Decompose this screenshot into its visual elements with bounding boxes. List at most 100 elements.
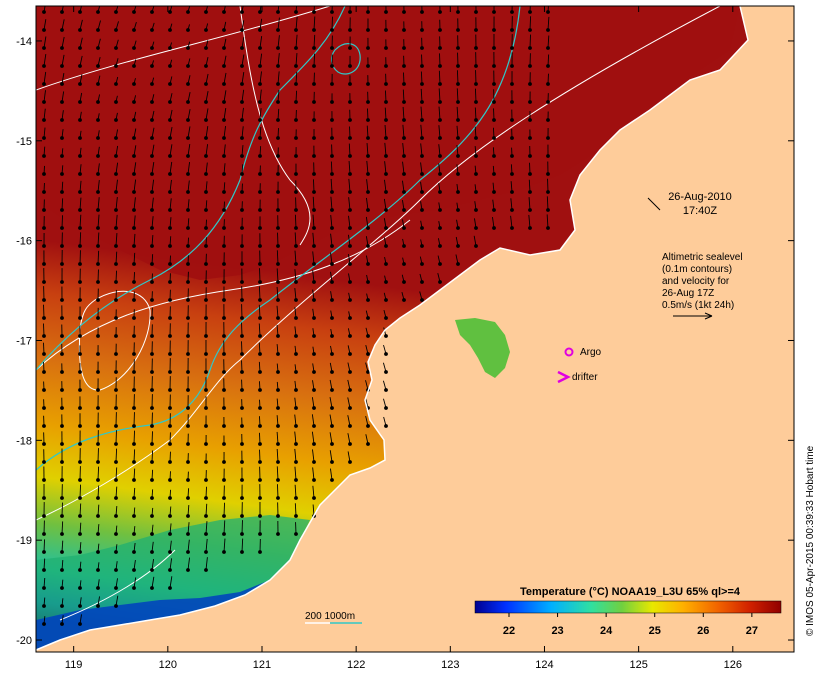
velocity-arrow-head [222,298,226,302]
velocity-arrow-head [78,118,82,122]
velocity-arrow-head [60,316,64,320]
velocity-arrow [456,88,459,103]
velocity-arrow-head [42,154,46,158]
velocity-arrow-head [204,46,208,50]
x-tick-label: 122 [347,659,365,671]
velocity-arrow-head [438,226,442,230]
velocity-arrow [151,144,155,157]
velocity-arrow-head [186,334,190,338]
velocity-arrow-head [348,118,352,122]
velocity-arrow-head [42,442,46,446]
velocity-arrow [294,484,297,499]
velocity-arrow-head [60,46,64,50]
velocity-arrow-head [294,64,298,68]
velocity-arrow-head [294,388,298,392]
velocity-arrow-head [186,298,190,302]
velocity-arrow [348,215,351,229]
date-pointer [647,197,661,211]
velocity-arrow-head [240,388,244,392]
velocity-arrow-head [240,514,244,518]
velocity-arrow [223,538,226,553]
velocity-arrow-head [222,28,226,32]
velocity-arrow-head [456,46,460,50]
velocity-arrow-head [366,370,370,374]
velocity-arrow-head [114,298,118,302]
velocity-arrow-head [42,136,46,140]
velocity-arrow-head [222,244,226,248]
velocity-arrow-head [276,280,280,284]
velocity-arrow-head [276,118,280,122]
velocity-arrow-head [168,46,172,50]
velocity-arrow-head [240,334,244,338]
velocity-arrow-head [384,10,388,14]
velocity-arrow [311,414,315,427]
velocity-arrow-head [186,46,190,50]
velocity-arrow [312,467,315,481]
velocity-arrow [97,214,100,229]
velocity-arrow-head [114,316,118,320]
velocity-arrow [420,71,423,85]
velocity-arrow-head [204,352,208,356]
velocity-arrow-head [366,64,370,68]
velocity-arrow-head [60,532,64,536]
velocity-arrow-head [294,532,298,536]
velocity-arrow-head [384,46,388,50]
velocity-arrow-head [294,298,298,302]
velocity-arrow-head [114,280,118,284]
velocity-arrow-head [348,64,352,68]
velocity-arrow [276,484,279,499]
velocity-arrow-head [168,370,172,374]
velocity-arrow-head [168,262,172,266]
velocity-arrow-head [420,46,424,50]
velocity-arrow-head [204,424,208,428]
velocity-arrow-head [348,136,352,140]
velocity-arrow [529,34,531,49]
velocity-arrow-head [384,154,388,158]
velocity-arrow-head [78,586,82,590]
velocity-arrow-head [114,136,118,140]
velocity-arrow-head [258,334,262,338]
velocity-arrow-head [276,298,280,302]
king-sound-water [455,318,510,378]
velocity-arrow-head [168,208,172,212]
velocity-arrow-head [294,406,298,410]
velocity-arrow-head [168,478,172,482]
velocity-arrow-head [240,46,244,50]
velocity-arrow-head [474,154,478,158]
velocity-arrow-head [330,442,334,446]
velocity-arrow-head [438,46,442,50]
velocity-arrow-head [114,352,118,356]
velocity-arrow-head [330,424,334,428]
velocity-arrow-head [312,370,316,374]
velocity-arrow-head [42,280,46,284]
velocity-arrow [329,450,333,463]
velocity-arrow-head [276,244,280,248]
velocity-arrow-head [528,226,532,230]
velocity-arrow-head [204,478,208,482]
velocity-arrow-head [42,334,46,338]
velocity-arrow-head [60,298,64,302]
velocity-arrow [329,414,333,427]
velocity-arrow-head [42,604,46,608]
velocity-arrow-head [384,64,388,68]
velocity-arrow-head [78,28,82,32]
velocity-arrow-head [330,388,334,392]
velocity-arrow-head [96,550,100,554]
velocity-arrow-head [186,10,190,14]
velocity-arrow-head [258,46,262,50]
velocity-arrow-head [258,460,262,464]
velocity-arrow-head [366,46,370,50]
velocity-arrow [187,522,190,535]
velocity-arrow-head [330,316,334,320]
velocity-arrow-head [204,532,208,536]
velocity-arrow [151,431,153,445]
velocity-arrow-head [114,100,118,104]
velocity-arrow-head [78,226,82,230]
velocity-arrow [187,539,190,553]
scale-arrow-head [704,312,713,320]
velocity-arrow-head [546,46,550,50]
velocity-arrow-head [312,190,316,194]
velocity-arrow [187,126,191,139]
velocity-arrow [312,485,315,499]
velocity-arrow-head [528,172,532,176]
